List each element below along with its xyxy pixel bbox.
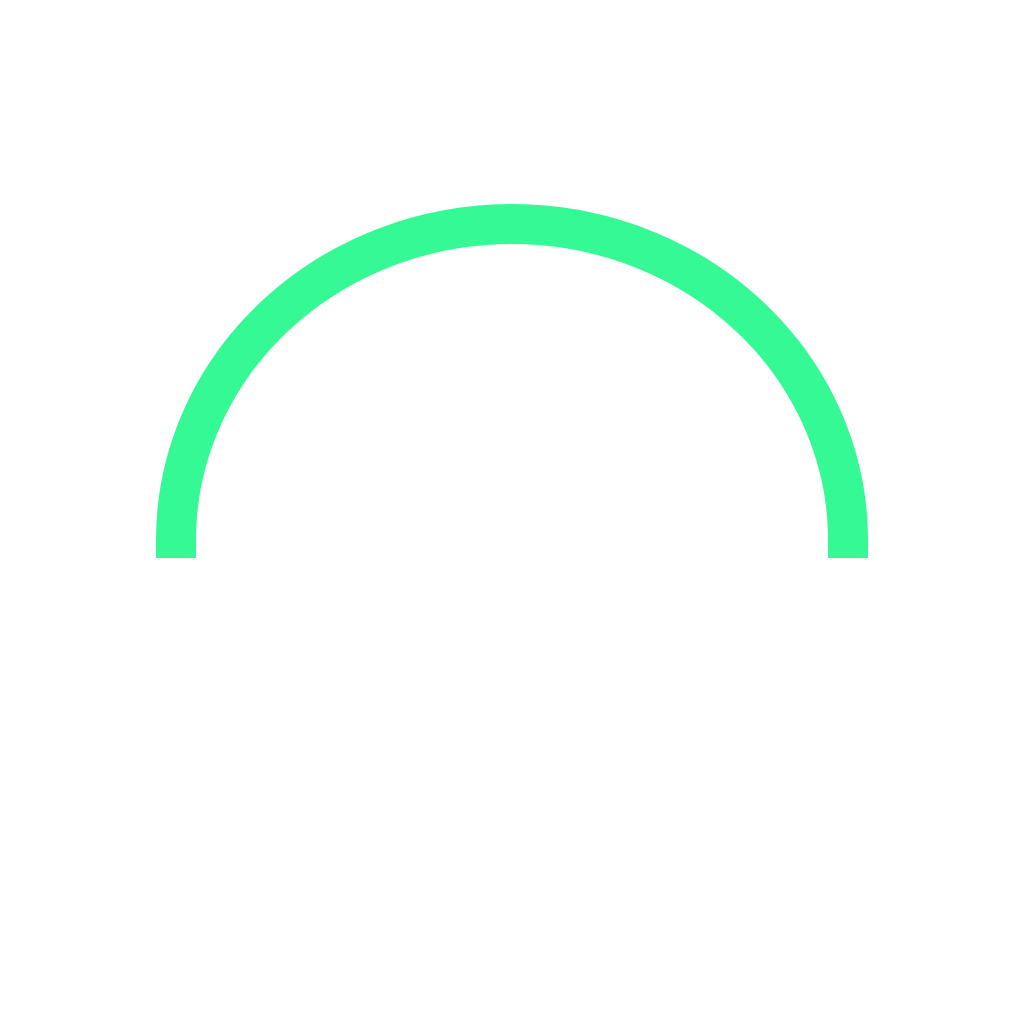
arc-stroke: [156, 204, 868, 558]
